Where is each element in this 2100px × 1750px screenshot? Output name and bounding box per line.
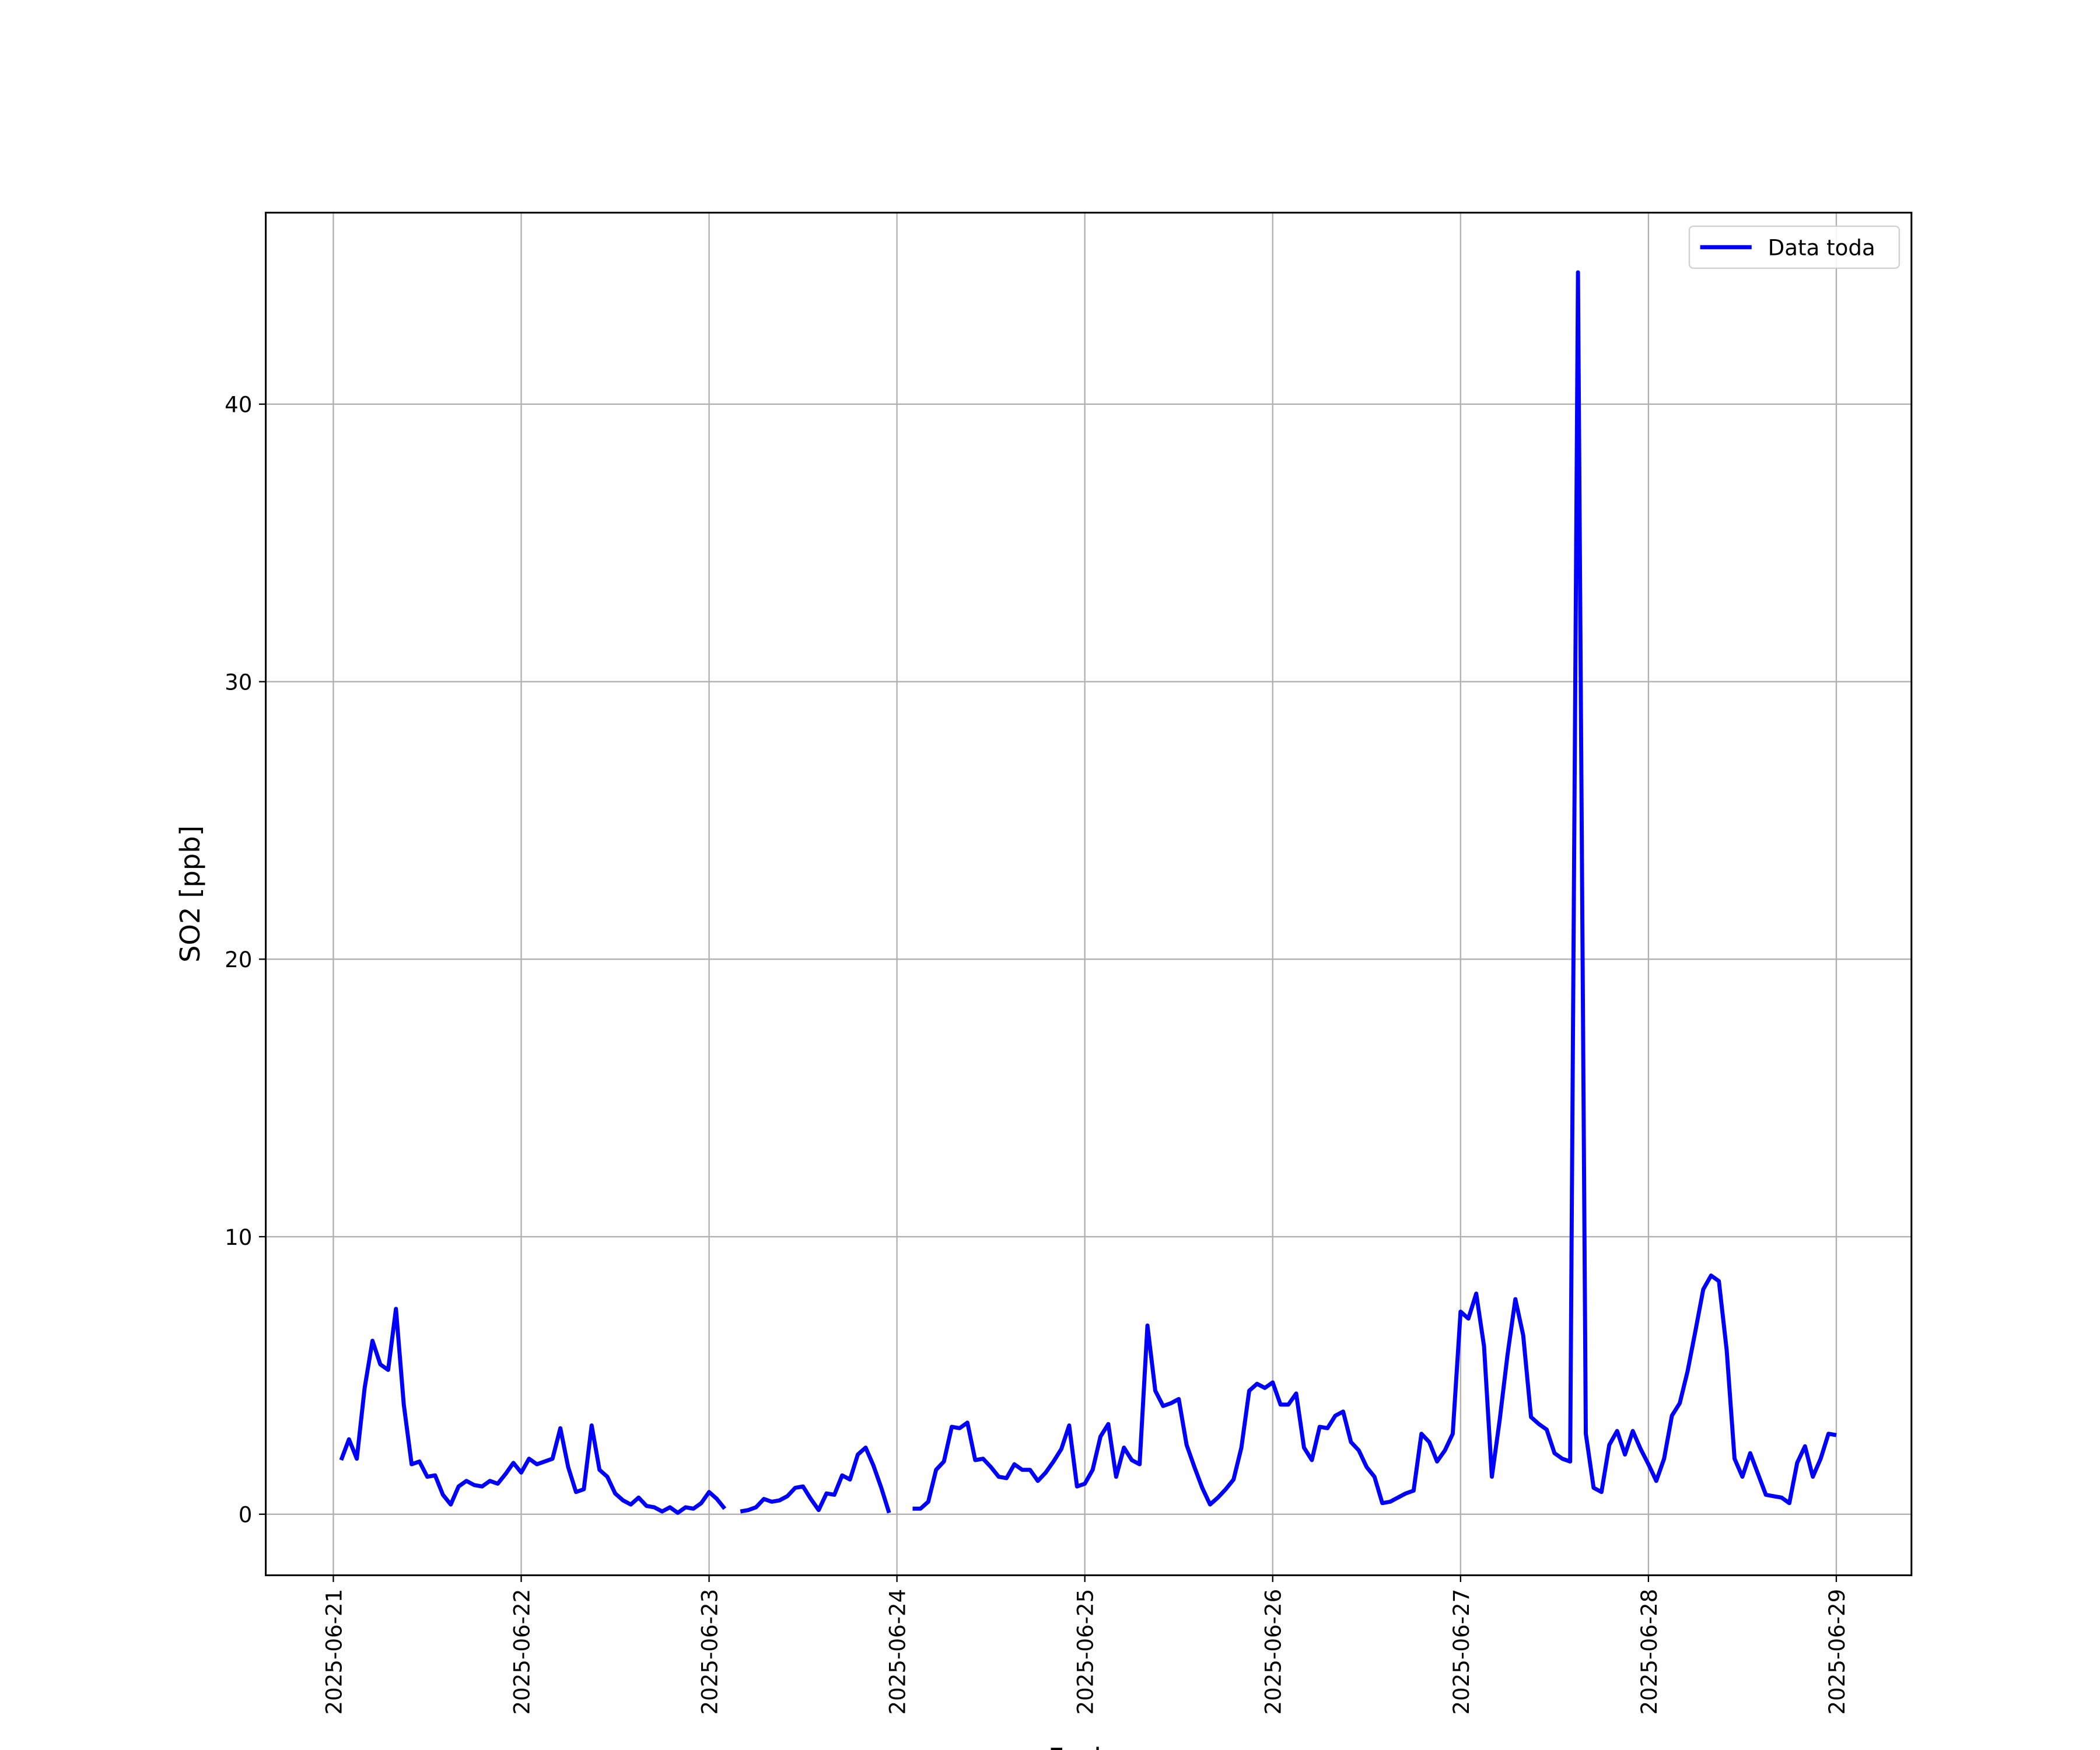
x-tick-label: 2025-06-23 [697, 1589, 722, 1715]
y-tick-label: 0 [239, 1503, 253, 1528]
x-tick-label: 2025-06-27 [1449, 1589, 1474, 1715]
legend-label: Data toda [1768, 236, 1875, 261]
legend-box [1688, 225, 1901, 269]
y-tick-label: 20 [225, 947, 252, 972]
x-tick-label: 2025-06-21 [321, 1589, 346, 1715]
y-tick-label: 40 [225, 393, 252, 418]
x-tick-label: 2025-06-24 [886, 1589, 911, 1715]
x-tick-label: 2025-06-26 [1261, 1589, 1286, 1715]
y-tick-label: 10 [225, 1225, 252, 1250]
x-tick-label: 2025-06-28 [1637, 1589, 1662, 1715]
data-line [339, 270, 1837, 1515]
y-tick-label: 30 [225, 670, 252, 695]
x-tick-label: 2025-06-25 [1073, 1589, 1098, 1715]
plot-frame [265, 212, 1913, 1576]
x-axis-label: Fecha [1048, 1742, 1128, 1750]
x-tick-label: 2025-06-22 [509, 1589, 534, 1715]
x-tick-label: 2025-06-29 [1825, 1589, 1850, 1715]
y-axis-label: SO2 [ppb] [174, 825, 206, 963]
